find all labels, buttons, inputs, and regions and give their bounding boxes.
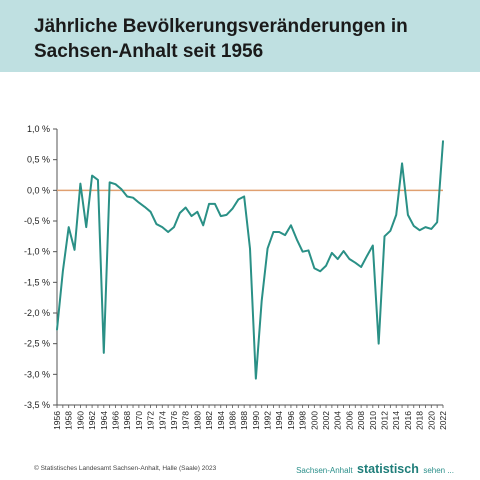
y-tick-label: 0,0 % xyxy=(27,185,50,195)
x-tick-label: 1974 xyxy=(157,411,167,430)
y-tick-label: -2,5 % xyxy=(24,339,50,349)
x-tick-label: 1984 xyxy=(216,411,226,430)
x-tick-label: 2018 xyxy=(415,411,425,430)
x-tick-label: 1986 xyxy=(227,411,237,430)
x-tick-label: 1976 xyxy=(169,411,179,430)
y-tick-label: 0,5 % xyxy=(27,155,50,165)
x-tick-label: 1960 xyxy=(75,411,85,430)
chart-title: Jährliche Bevölkerungsveränderungen in S… xyxy=(34,16,408,62)
x-tick-label: 1968 xyxy=(122,411,132,430)
x-tick-label: 2016 xyxy=(403,411,413,430)
x-tick-label: 1982 xyxy=(204,411,214,430)
x-tick-label: 1958 xyxy=(64,411,74,430)
y-tick-label: 1,0 % xyxy=(27,124,50,134)
x-tick-label: 1964 xyxy=(99,411,109,430)
y-tick-label: -3,5 % xyxy=(24,400,50,410)
brand-prefix: Sachsen-Anhalt xyxy=(296,466,353,475)
x-tick-label: 1980 xyxy=(192,411,202,430)
x-tick-label: 1996 xyxy=(286,411,296,430)
x-tick-label: 2022 xyxy=(438,411,448,430)
x-tick-label: 2010 xyxy=(368,411,378,430)
x-tick-label: 2002 xyxy=(321,411,331,430)
x-tick-label: 1988 xyxy=(239,411,249,430)
x-tick-label: 1970 xyxy=(134,411,144,430)
x-tick-label: 1962 xyxy=(87,411,97,430)
x-tick-label: 2014 xyxy=(391,411,401,430)
x-tick-label: 1990 xyxy=(251,411,261,430)
x-tick-label: 2020 xyxy=(426,411,436,430)
x-tick-label: 2006 xyxy=(344,411,354,430)
x-tick-label: 1966 xyxy=(110,411,120,430)
x-tick-label: 1956 xyxy=(52,411,62,430)
x-tick-label: 2004 xyxy=(333,411,343,430)
y-tick-label: -3,0 % xyxy=(24,369,50,379)
x-tick-label: 2012 xyxy=(380,411,390,430)
source-note: © Statistisches Landesamt Sachsen-Anhalt… xyxy=(34,465,217,472)
brand-main: statistisch xyxy=(357,462,419,476)
x-tick-label: 1992 xyxy=(263,411,273,430)
series-line xyxy=(56,140,444,380)
brand-suffix: sehen ... xyxy=(423,466,454,475)
x-tick-label: 1978 xyxy=(181,411,191,430)
y-tick-label: -1,0 % xyxy=(24,247,50,257)
x-tick-label: 2008 xyxy=(356,411,366,430)
y-tick-label: -2,0 % xyxy=(24,308,50,318)
x-tick-label: 1994 xyxy=(274,411,284,430)
x-tick-label: 1972 xyxy=(146,411,156,430)
x-tick-label: 1998 xyxy=(298,411,308,430)
x-tick-label: 2000 xyxy=(309,411,319,430)
header-banner: Jährliche Bevölkerungsveränderungen in S… xyxy=(0,0,480,72)
y-tick-label: -1,5 % xyxy=(24,277,50,287)
y-tick-label: -0,5 % xyxy=(24,216,50,226)
brand-logo: Sachsen-Anhalt statistisch sehen ... xyxy=(296,460,454,478)
